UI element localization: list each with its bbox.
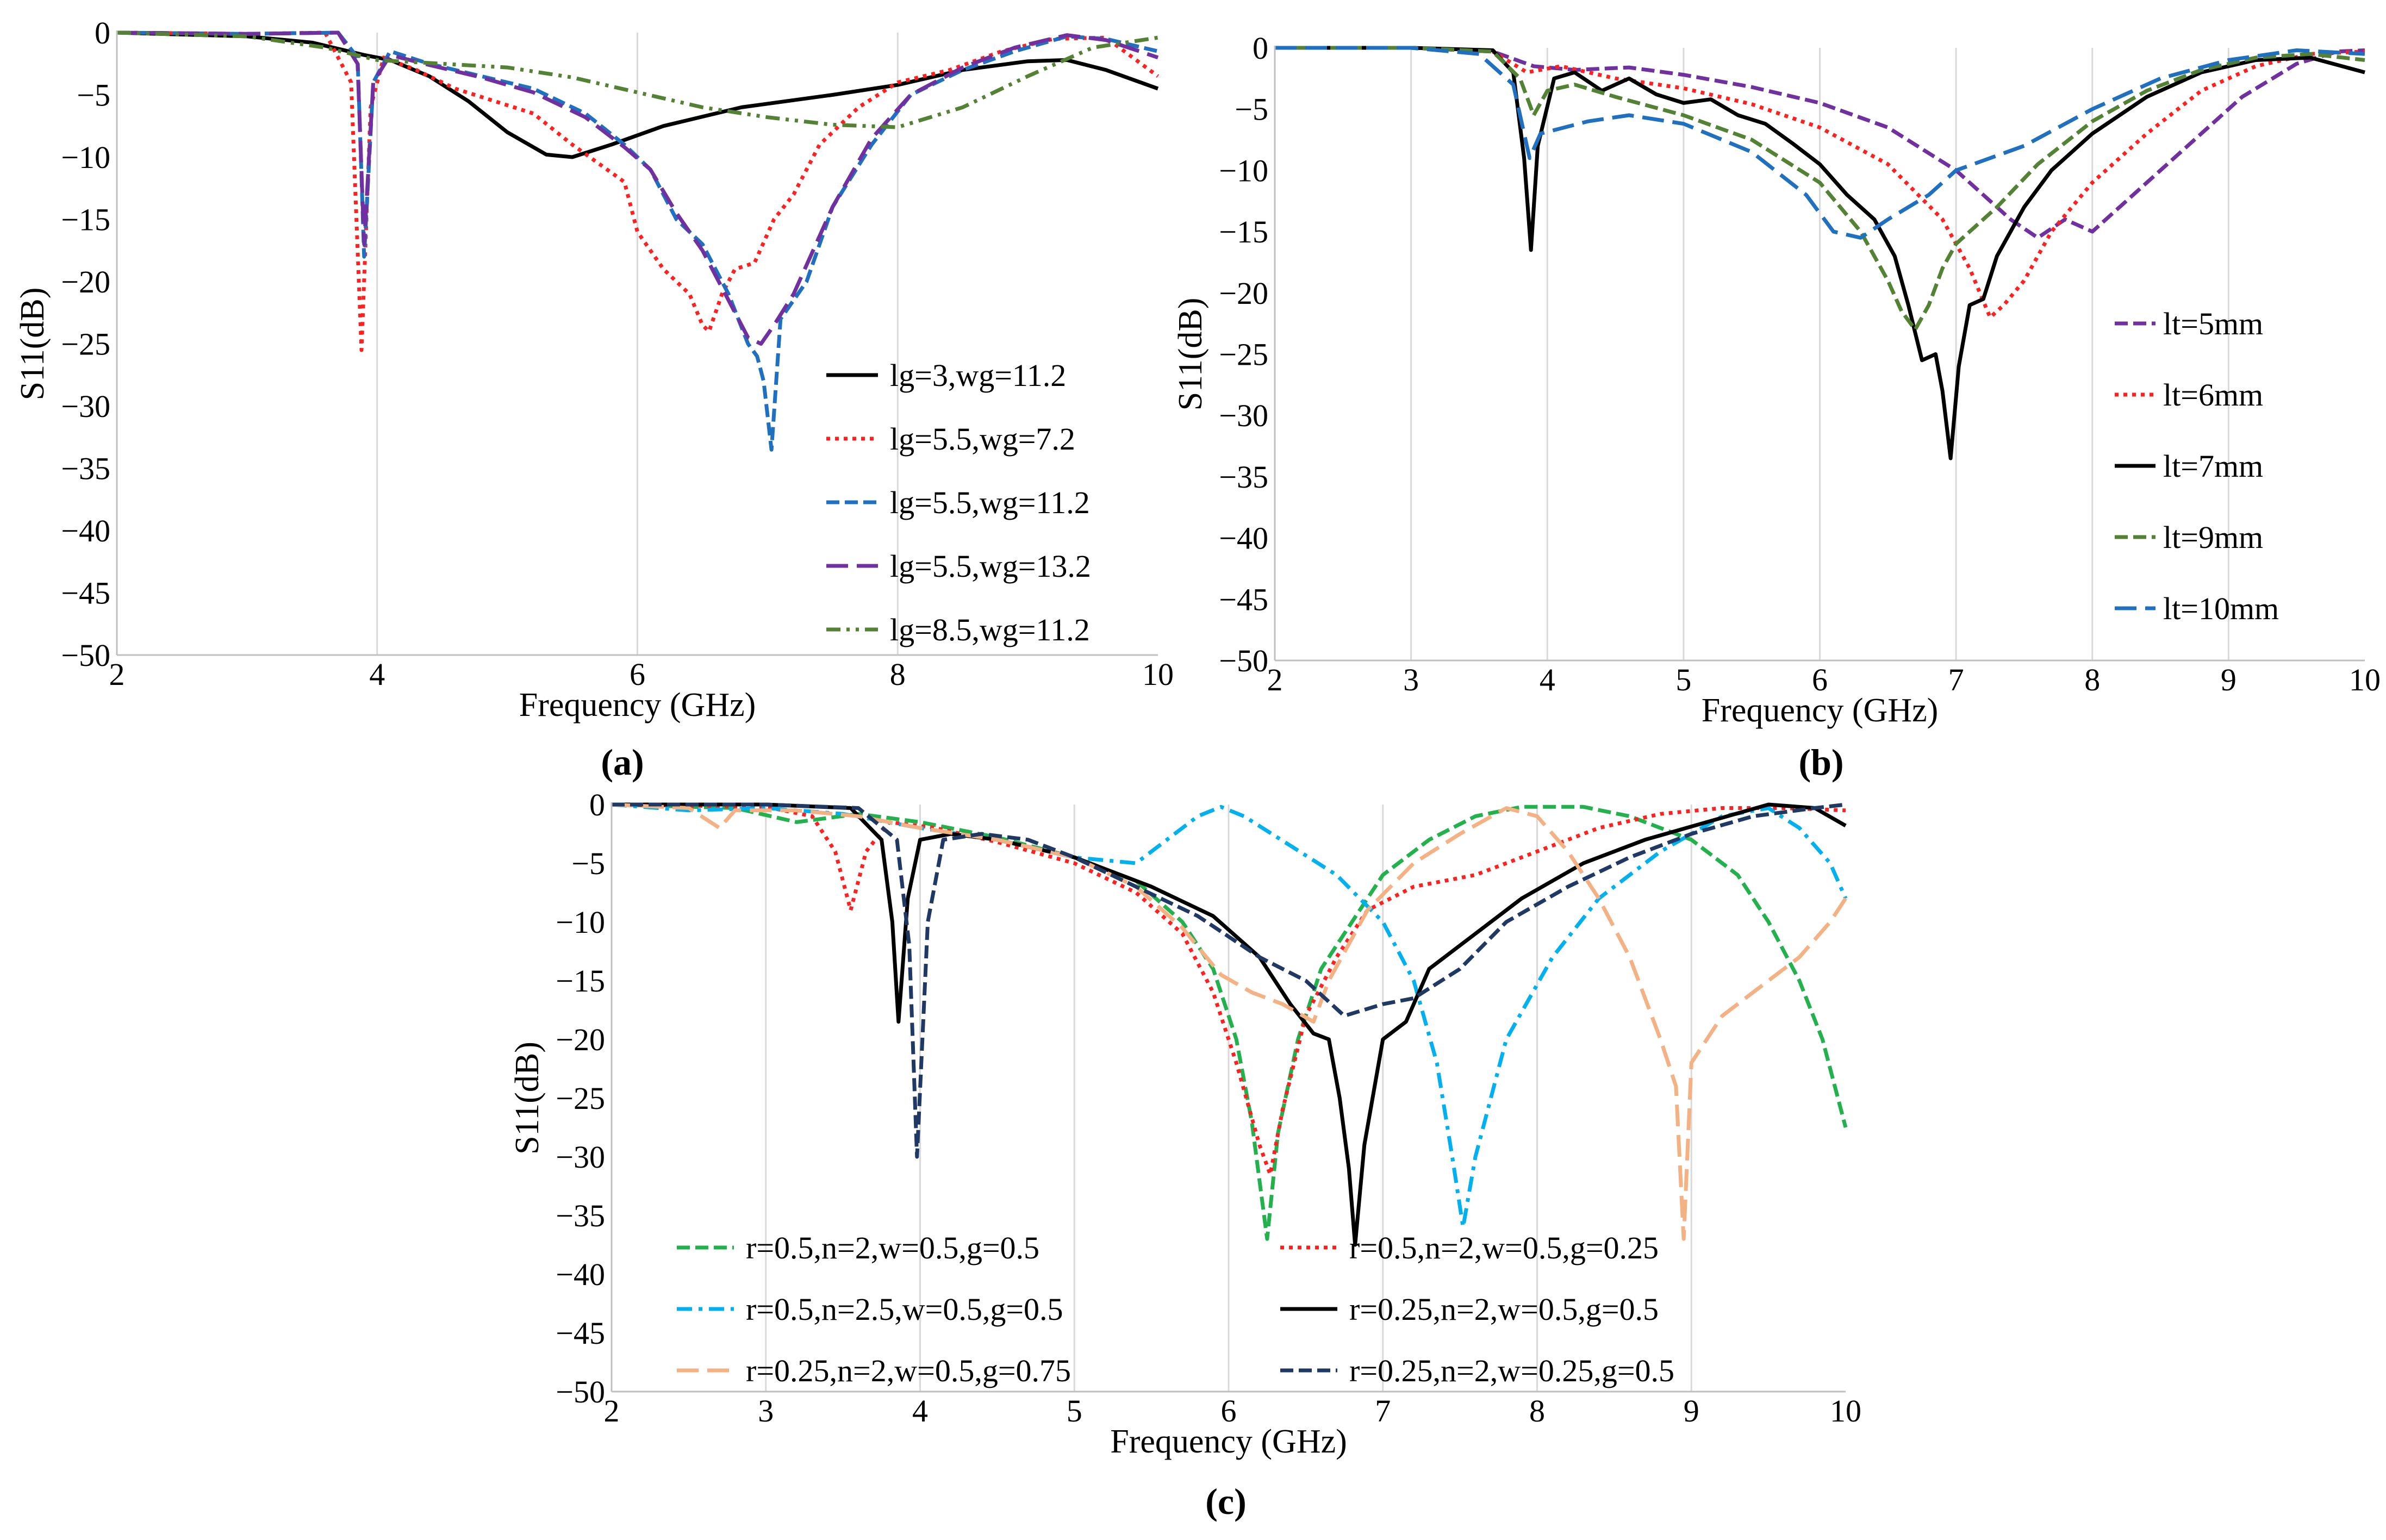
panel-c-label: (c) <box>1205 1481 1246 1522</box>
panel-a-y-tick-label: −35 <box>61 451 110 487</box>
panel-b-legend-label-5: lt=10mm <box>2163 591 2279 626</box>
panel-c-x-tick-label: 7 <box>1375 1393 1391 1429</box>
panel-a-legend-label-1: lg=3,wg=11.2 <box>890 358 1066 393</box>
panel-b-x-tick-label: 4 <box>1540 662 1555 697</box>
panel-a-y-tick-label: −15 <box>61 202 110 238</box>
panel-a-x-tick-label: 4 <box>369 657 385 692</box>
panel-b-x-axis-title: Frequency (GHz) <box>1702 692 1939 729</box>
panel-a-x-tick-label: 10 <box>1142 657 1174 692</box>
frame-layer <box>116 30 2365 1393</box>
panel-b-y-tick-label: −45 <box>1219 582 1268 617</box>
panel-b-y-tick-label: −25 <box>1219 337 1268 372</box>
panel-b-y-tick-label: −15 <box>1219 214 1268 250</box>
panel-b-y-tick-label: −20 <box>1219 276 1268 311</box>
panel-b-legend-label-1: lt=5mm <box>2163 306 2263 341</box>
panel-c-y-tick-label: −5 <box>571 846 605 881</box>
panel-b-series-line-5 <box>1275 46 2365 240</box>
panel-a-legend-label-5: lg=8.5,wg=11.2 <box>890 612 1090 647</box>
panel-b-x-tick-label: 5 <box>1675 662 1691 697</box>
panel-c-x-tick-label: 8 <box>1529 1393 1545 1429</box>
panel-c-x-tick-label: 4 <box>912 1393 928 1429</box>
panel-c-x-tick-label: 6 <box>1221 1393 1237 1429</box>
panel-a-legend-label-3: lg=5.5,wg=11.2 <box>890 485 1090 520</box>
panel-c-series-line-4 <box>612 802 1847 1247</box>
panel-c-x-tick-label: 2 <box>604 1393 620 1429</box>
panel-a-x-tick-label: 6 <box>630 657 645 692</box>
panel-a-y-tick-label: −25 <box>61 327 110 362</box>
panel-a-y-tick-label: −40 <box>61 513 110 548</box>
panel-c-legend-label-6: r=0.25,n=2,w=0.25,g=0.5 <box>1349 1353 1674 1388</box>
panel-a-y-tick-label: −5 <box>77 78 110 113</box>
panel-a-x-axis-title: Frequency (GHz) <box>519 687 756 724</box>
panel-b-series-line-4 <box>1275 46 2365 332</box>
panel-b-y-tick-label: 0 <box>1253 30 1268 66</box>
panel-c-x-tick-label: 10 <box>1830 1393 1861 1429</box>
panel-a-y-axis-title: S11(dB) <box>14 288 51 401</box>
panel-c-legend-label-1: r=0.5,n=2,w=0.5,g=0.5 <box>746 1230 1039 1265</box>
panel-c-y-tick-label: −50 <box>556 1374 605 1410</box>
panel-c-x-axis-title: Frequency (GHz) <box>1110 1423 1347 1460</box>
panel-c-y-tick-label: −35 <box>556 1198 605 1233</box>
panel-c-x-tick-label: 9 <box>1684 1393 1699 1429</box>
panel-a-y-tick-label: −10 <box>61 140 110 175</box>
panel-c-series-line-1 <box>611 802 1848 1241</box>
panel-b-x-tick-label: 3 <box>1403 662 1419 697</box>
series-layer <box>116 30 2365 1373</box>
panel-c-y-tick-label: 0 <box>589 787 605 822</box>
panel-c-y-tick-label: −40 <box>556 1257 605 1292</box>
panel-b-legend-label-2: lt=6mm <box>2163 377 2263 413</box>
text-layer: 2 4 6 8 100−5−10−15−20−25−30−35−40−45−50Freq… <box>14 15 2381 1522</box>
panel-c-y-tick-label: −30 <box>556 1139 605 1175</box>
panel-b-y-tick-label: −5 <box>1235 92 1268 127</box>
panel-b-y-tick-label: −10 <box>1219 153 1268 188</box>
panel-a-series-line-4 <box>116 30 1159 346</box>
panel-c-x-tick-label: 3 <box>758 1393 774 1429</box>
panel-a-y-tick-label: −20 <box>61 264 110 300</box>
panel-b-y-tick-label: −35 <box>1219 459 1268 495</box>
panel-c-y-tick-label: −45 <box>556 1315 605 1351</box>
panel-b-x-tick-label: 9 <box>2221 662 2237 697</box>
panel-b-x-tick-label: 2 <box>1267 662 1283 697</box>
panel-c-x-tick-label: 5 <box>1067 1393 1082 1429</box>
panel-b-legend-label-3: lt=7mm <box>2163 448 2263 484</box>
panel-c-series-line-2 <box>611 802 1846 1176</box>
panel-a-y-tick-label: −30 <box>61 389 110 424</box>
panel-c-legend-label-2: r=0.5,n=2,w=0.5,g=0.25 <box>1349 1230 1659 1265</box>
panel-b-legend-label-4: lt=9mm <box>2163 520 2263 555</box>
panel-a-legend-label-2: lg=5.5,wg=7.2 <box>890 421 1075 457</box>
panel-a-y-tick-label: −45 <box>61 576 110 611</box>
panel-c-y-tick-label: −20 <box>556 1022 605 1057</box>
panel-b-x-tick-label: 10 <box>2349 662 2381 697</box>
panel-b-label: (b) <box>1798 741 1843 783</box>
panel-c-y-tick-label: −25 <box>556 1081 605 1116</box>
panel-c-y-tick-label: −10 <box>556 905 605 940</box>
panel-b-x-tick-label: 6 <box>1812 662 1828 697</box>
panel-b-y-tick-label: −30 <box>1219 398 1268 433</box>
panel-c-legend-label-5: r=0.25,n=2,w=0.5,g=0.75 <box>746 1353 1071 1388</box>
panel-a-y-tick-label: 0 <box>95 15 110 51</box>
panel-c-y-axis-title: S11(dB) <box>509 1042 546 1155</box>
panel-c-y-tick-label: −15 <box>556 963 605 999</box>
panel-c-legend-label-3: r=0.5,n=2.5,w=0.5,g=0.5 <box>746 1292 1063 1327</box>
panel-c-series-line-5 <box>611 802 1847 1241</box>
panel-c-legend-label-4: r=0.25,n=2,w=0.5,g=0.5 <box>1349 1292 1659 1327</box>
panel-a-x-tick-label: 2 <box>109 657 125 692</box>
panel-a-series-line-1 <box>116 30 1159 159</box>
panel-a-x-tick-label: 8 <box>890 657 906 692</box>
panel-b-x-tick-label: 7 <box>1948 662 1964 697</box>
panel-a-series-line-5 <box>116 30 1158 129</box>
panel-a-legend-label-4: lg=5.5,wg=13.2 <box>890 548 1091 584</box>
panel-a-label: (a) <box>601 741 644 783</box>
panel-a-y-tick-label: −50 <box>61 638 110 673</box>
panel-b-y-tick-label: −40 <box>1219 521 1268 556</box>
panel-c-series-line-6 <box>612 802 1846 1159</box>
panel-b-x-tick-label: 8 <box>2084 662 2100 697</box>
panel-b-y-axis-title: S11(dB) <box>1172 298 1209 411</box>
panel-a-series-line-2 <box>116 30 1160 352</box>
panel-b-y-tick-label: −50 <box>1219 643 1268 678</box>
